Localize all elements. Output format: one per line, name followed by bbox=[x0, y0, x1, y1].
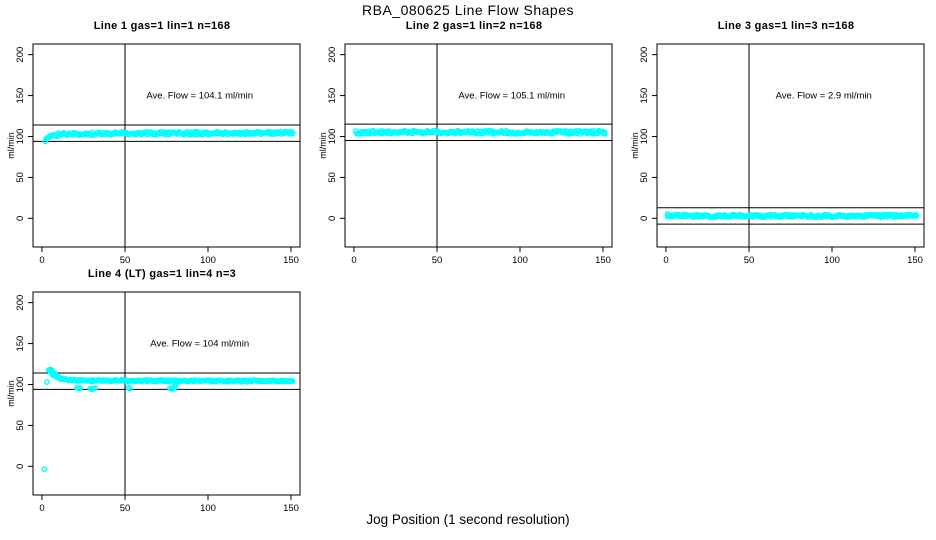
svg-text:50: 50 bbox=[327, 172, 338, 183]
panel-title-line-2: Line 2 gas=1 lin=2 n=168 bbox=[405, 20, 543, 32]
svg-text:50: 50 bbox=[432, 255, 443, 266]
svg-text:Ave. Flow = 104.1 ml/min: Ave. Flow = 104.1 ml/min bbox=[146, 91, 253, 102]
svg-text:0: 0 bbox=[39, 503, 44, 514]
plot-canvas-line-4: 0 50 100 150 0 50 100 150 200 ml/min Ave. Flow = 1… bbox=[6, 291, 301, 514]
svg-text:ml/min: ml/min bbox=[318, 132, 328, 159]
panel-title-line-4: Line 4 (LT) gas=1 lin=4 n=3 bbox=[87, 268, 237, 280]
svg-text:100: 100 bbox=[512, 255, 528, 266]
svg-text:Ave. Flow = 2.9 ml/min: Ave. Flow = 2.9 ml/min bbox=[776, 91, 872, 102]
svg-text:150: 150 bbox=[15, 88, 26, 104]
svg-text:150: 150 bbox=[595, 255, 611, 266]
svg-text:50: 50 bbox=[15, 420, 26, 431]
svg-text:150: 150 bbox=[639, 88, 650, 104]
svg-text:50: 50 bbox=[120, 255, 131, 266]
svg-text:150: 150 bbox=[327, 88, 338, 104]
plot-canvas-line-2: 0 50 100 150 0 50 100 150 200 ml/min Ave. Flow = 1… bbox=[318, 43, 613, 266]
svg-text:100: 100 bbox=[15, 129, 26, 145]
svg-text:100: 100 bbox=[327, 129, 338, 145]
svg-text:0: 0 bbox=[639, 216, 650, 221]
svg-text:50: 50 bbox=[744, 255, 755, 266]
svg-text:50: 50 bbox=[15, 172, 26, 183]
svg-text:0: 0 bbox=[15, 216, 26, 221]
svg-text:0: 0 bbox=[15, 464, 26, 469]
svg-text:100: 100 bbox=[200, 255, 216, 266]
panel-line-4: 0 50 100 150 0 50 100 150 200 ml/min Ave. Flow = 1… bbox=[6, 268, 318, 518]
svg-text:150: 150 bbox=[15, 336, 26, 352]
plot-canvas-line-1: 0 50 100 150 0 50 100 150 200 ml/min Ave. Flow = 1… bbox=[6, 43, 301, 266]
svg-text:0: 0 bbox=[327, 216, 338, 221]
svg-text:150: 150 bbox=[283, 255, 299, 266]
svg-text:ml/min: ml/min bbox=[630, 132, 640, 159]
svg-text:ml/min: ml/min bbox=[6, 132, 16, 159]
panel-line-3: 0 50 100 150 0 50 100 150 200 ml/min Ave. Flow = 2… bbox=[630, 20, 936, 270]
svg-text:0: 0 bbox=[663, 255, 668, 266]
svg-text:150: 150 bbox=[907, 255, 923, 266]
svg-text:Ave. Flow = 104 ml/min: Ave. Flow = 104 ml/min bbox=[150, 339, 249, 350]
panel-line-2: 0 50 100 150 0 50 100 150 200 ml/min Ave. Flow = 1… bbox=[318, 20, 630, 270]
svg-text:0: 0 bbox=[351, 255, 356, 266]
panel-title-line-1: Line 1 gas=1 lin=1 n=168 bbox=[93, 20, 231, 32]
svg-text:100: 100 bbox=[200, 503, 216, 514]
x-axis-label: Jog Position (1 second resolution) bbox=[366, 512, 570, 527]
plot-canvas-line-3: 0 50 100 150 0 50 100 150 200 ml/min Ave. Flow = 2… bbox=[630, 43, 925, 266]
svg-text:150: 150 bbox=[283, 503, 299, 514]
svg-text:100: 100 bbox=[824, 255, 840, 266]
svg-text:0: 0 bbox=[39, 255, 44, 266]
panel-title-line-3: Line 3 gas=1 lin=3 n=168 bbox=[717, 20, 855, 32]
svg-text:200: 200 bbox=[15, 47, 26, 63]
svg-text:100: 100 bbox=[639, 129, 650, 145]
svg-text:100: 100 bbox=[15, 377, 26, 393]
svg-text:50: 50 bbox=[120, 503, 131, 514]
svg-text:50: 50 bbox=[639, 172, 650, 183]
svg-text:Ave. Flow = 105.1 ml/min: Ave. Flow = 105.1 ml/min bbox=[458, 91, 565, 102]
svg-text:200: 200 bbox=[15, 295, 26, 311]
svg-text:200: 200 bbox=[639, 47, 650, 63]
svg-text:ml/min: ml/min bbox=[6, 380, 16, 407]
svg-text:200: 200 bbox=[327, 47, 338, 63]
figure-title: RBA_080625 Line Flow Shapes bbox=[362, 2, 574, 18]
panel-line-1: 0 50 100 150 0 50 100 150 200 ml/min Ave. Flow = 1… bbox=[6, 20, 318, 270]
